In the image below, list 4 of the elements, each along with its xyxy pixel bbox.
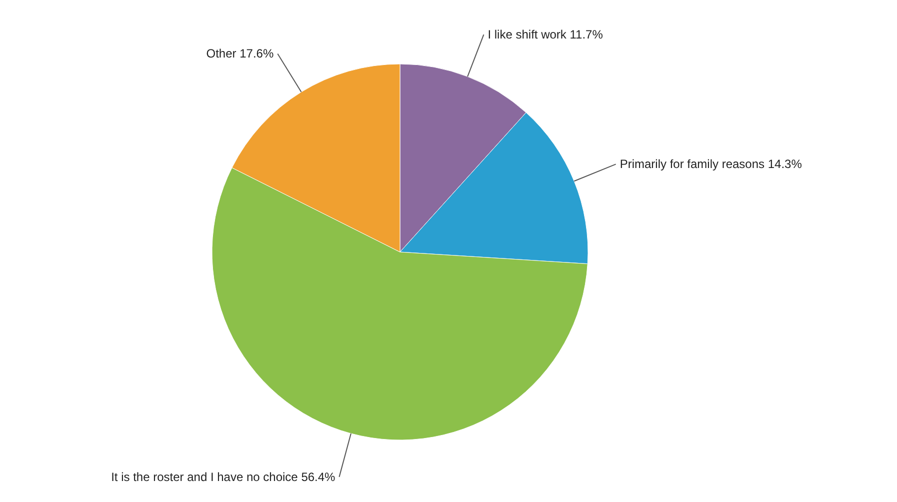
slice-label: Other 17.6% [206, 46, 274, 61]
slice-label: It is the roster and I have no choice 56.4% [111, 470, 336, 484]
slice-label: Primarily for family reasons 14.3% [620, 157, 802, 172]
slice-label: I like shift work 11.7% [488, 28, 604, 42]
